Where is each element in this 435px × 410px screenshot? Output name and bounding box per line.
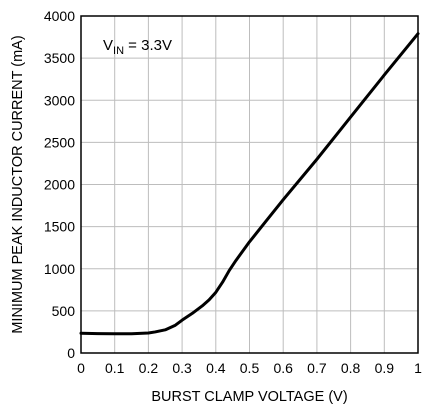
vin-annotation-subscript: IN xyxy=(113,45,124,57)
y-axis-title: MINIMUM PEAK INDUCTOR CURRENT (mA) xyxy=(10,35,26,333)
x-axis-title: BURST CLAMP VOLTAGE (V) xyxy=(151,389,347,405)
x-tick-label: 0 xyxy=(77,360,85,376)
series-line xyxy=(79,32,420,336)
y-tick-label: 500 xyxy=(52,303,76,319)
plot-frame xyxy=(80,15,419,354)
y-tick-label: 1000 xyxy=(44,261,75,277)
x-tick-label: 0.4 xyxy=(206,360,226,376)
x-tick-label: 0.2 xyxy=(139,360,159,376)
vin-annotation-suffix: = 3.3V xyxy=(124,37,172,54)
vin-annotation: VIN = 3.3V xyxy=(103,37,172,57)
x-tick-label: 1 xyxy=(414,360,422,376)
y-tick-label: 2500 xyxy=(44,134,75,150)
x-tick-label: 0.7 xyxy=(307,360,327,376)
x-tick-label: 0.5 xyxy=(240,360,260,376)
y-tick-label: 2000 xyxy=(44,177,75,193)
y-tick-label: 4000 xyxy=(44,8,75,24)
vin-annotation-main: V xyxy=(103,37,113,54)
x-tick-label: 0.9 xyxy=(375,360,395,376)
y-tick-label: 0 xyxy=(67,345,75,361)
x-tick-label: 0.6 xyxy=(273,360,293,376)
series xyxy=(79,32,420,336)
x-tick-label: 0.3 xyxy=(172,360,192,376)
x-tick-label: 0.8 xyxy=(341,360,361,376)
grid xyxy=(81,16,418,353)
y-tick-label: 1500 xyxy=(44,219,75,235)
y-tick-label: 3500 xyxy=(44,50,75,66)
y-axis-ticks: 0 500 1000 1500 2000 2500 3000 3500 4000 xyxy=(44,8,75,361)
x-tick-label: 0.1 xyxy=(105,360,125,376)
y-tick-label: 3000 xyxy=(44,92,75,108)
x-axis-ticks: 0 0.1 0.2 0.3 0.4 0.5 0.6 0.7 0.8 0.9 1 xyxy=(77,360,422,376)
